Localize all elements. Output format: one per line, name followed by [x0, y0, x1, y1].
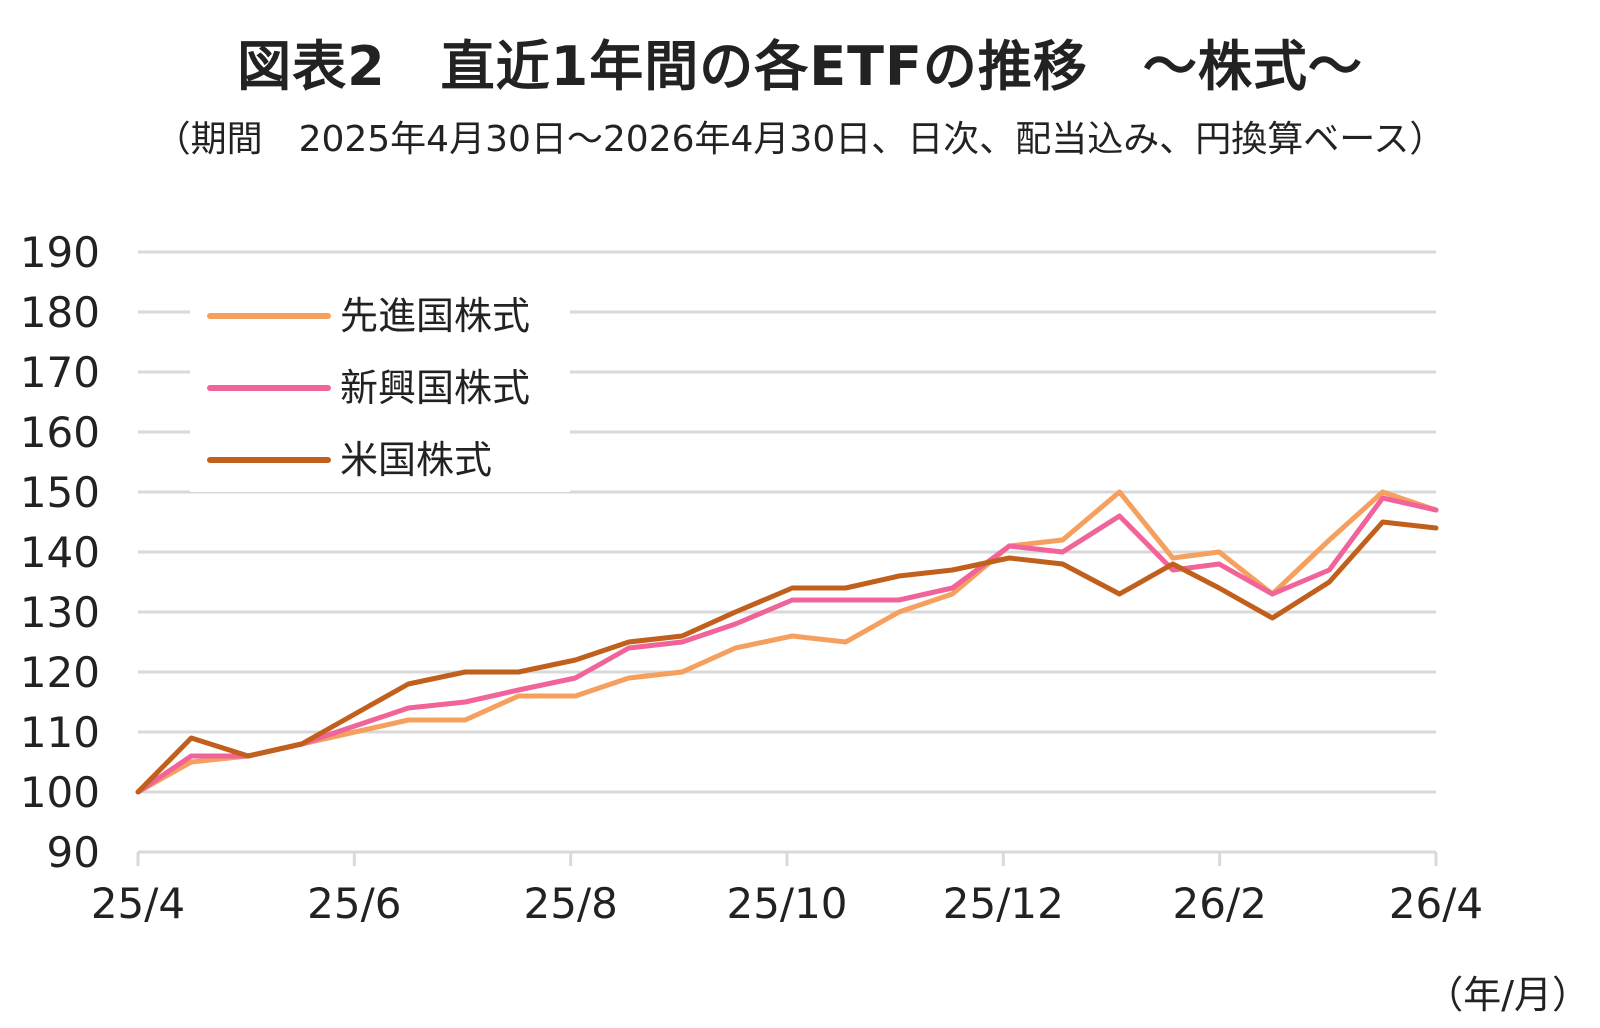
y-tick-label: 130 [20, 588, 100, 637]
y-tick-label: 120 [20, 648, 100, 697]
y-tick-label: 170 [20, 348, 100, 397]
y-tick-label: 90 [47, 828, 100, 877]
x-tick-label: 25/10 [726, 879, 847, 928]
series-line-0 [135, 489, 1439, 795]
y-tick-label: 140 [20, 528, 100, 577]
series-line-2 [135, 519, 1439, 795]
y-tick-label: 150 [20, 468, 100, 517]
x-tick-label: 25/6 [307, 879, 401, 928]
legend-label: 新興国株式 [340, 366, 530, 410]
legend-label: 先進国株式 [340, 294, 530, 338]
chart-subtitle: （期間 2025年4月30日～2026年4月30日、日次、配当込み、円換算ベース… [154, 119, 1446, 160]
x-tick-label: 25/12 [943, 879, 1064, 928]
y-tick-label: 180 [20, 288, 100, 337]
y-tick-label: 190 [20, 228, 100, 277]
x-axis-ticks: 25/4 25/6 25/8 25/10 25/12 26/2 26/4 [91, 852, 1483, 928]
y-axis-ticks: 90 100 110 120 130 140 150 160 170 180 190 [20, 228, 100, 877]
x-tick-label: 26/4 [1389, 879, 1483, 928]
series-line-1 [135, 495, 1439, 795]
y-tick-label: 110 [20, 708, 100, 757]
chart-title: 図表2 直近1年間の各ETFの推移 ～株式～ [237, 35, 1363, 98]
x-tick-label: 25/8 [524, 879, 618, 928]
x-axis-unit-label: （年/月） [1425, 973, 1590, 1017]
series-lines [135, 489, 1439, 795]
x-tick-label: 26/2 [1173, 879, 1267, 928]
x-tick-label: 25/4 [91, 879, 185, 928]
y-tick-label: 100 [20, 768, 100, 817]
legend-label: 米国株式 [340, 438, 492, 482]
y-tick-label: 160 [20, 408, 100, 457]
